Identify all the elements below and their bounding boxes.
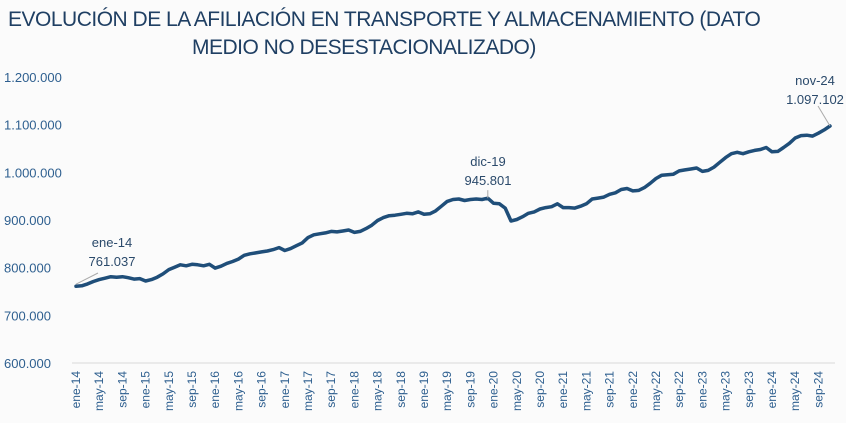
- annotation-date: ene-14: [92, 235, 132, 250]
- x-tick-label: may-15: [162, 371, 176, 411]
- x-tick-label: ene-14: [69, 371, 83, 409]
- x-tick-label: ene-15: [139, 371, 153, 409]
- y-tick-label: 700.000: [4, 308, 51, 323]
- x-tick-label: sep-20: [533, 371, 547, 408]
- x-tick-label: sep-17: [324, 371, 338, 408]
- x-tick-label: ene-19: [417, 371, 431, 409]
- chart-title-line2: MEDIO NO DESESTACIONALIZADO): [192, 36, 536, 59]
- x-tick-label: may-21: [579, 371, 593, 411]
- x-tick-label: ene-16: [208, 371, 222, 409]
- x-tick-label: may-16: [231, 371, 245, 411]
- annotation-value: 761.037: [89, 254, 136, 269]
- y-tick-label: 600.000: [4, 356, 51, 371]
- x-tick-label: may-14: [92, 371, 106, 411]
- x-tick-label: may-20: [510, 371, 524, 411]
- y-tick-label: 1.100.000: [4, 118, 62, 133]
- x-tick-label: ene-17: [278, 371, 292, 409]
- x-tick-label: ene-20: [487, 371, 501, 409]
- data-line: [74, 124, 832, 288]
- y-tick-label: 1.200.000: [4, 70, 62, 85]
- x-tick-label: ene-22: [626, 371, 640, 409]
- x-tick-label: ene-24: [765, 371, 779, 409]
- y-tick-label: 900.000: [4, 213, 51, 228]
- annotation-date: nov-24: [795, 73, 835, 88]
- x-tick-label: ene-23: [695, 371, 709, 409]
- x-tick-label: sep-23: [742, 371, 756, 408]
- x-tick-label: sep-22: [672, 371, 686, 408]
- annotation-leader: [75, 272, 99, 285]
- annotation-date: dic-19: [470, 154, 505, 169]
- x-tick-label: may-19: [440, 371, 454, 411]
- y-tick-label: 800.000: [4, 261, 51, 276]
- x-tick-label: ene-18: [347, 371, 361, 409]
- y-tick-label: 1.000.000: [4, 165, 62, 180]
- x-tick-label: may-23: [719, 371, 733, 411]
- x-tick-label: sep-15: [185, 371, 199, 408]
- x-tick-label: ene-21: [556, 371, 570, 409]
- x-tick-label: sep-19: [463, 371, 477, 408]
- x-tick-label: sep-14: [115, 371, 129, 408]
- x-tick-label: sep-24: [811, 371, 825, 408]
- x-tick-label: may-18: [371, 371, 385, 411]
- annotation-leader: [817, 105, 831, 127]
- annotation-value: 1.097.102: [786, 92, 844, 107]
- x-tick-label: sep-16: [255, 371, 269, 408]
- chart-title-line1: EVOLUCIÓN DE LA AFILIACIÓN EN TRANSPORTE…: [8, 8, 761, 31]
- x-tick-label: may-22: [649, 371, 663, 411]
- x-tick-label: may-17: [301, 371, 315, 411]
- annotation-value: 945.801: [465, 173, 512, 188]
- x-tick-label: sep-18: [394, 371, 408, 408]
- x-tick-label: may-24: [788, 371, 802, 411]
- x-tick-label: sep-21: [603, 371, 617, 408]
